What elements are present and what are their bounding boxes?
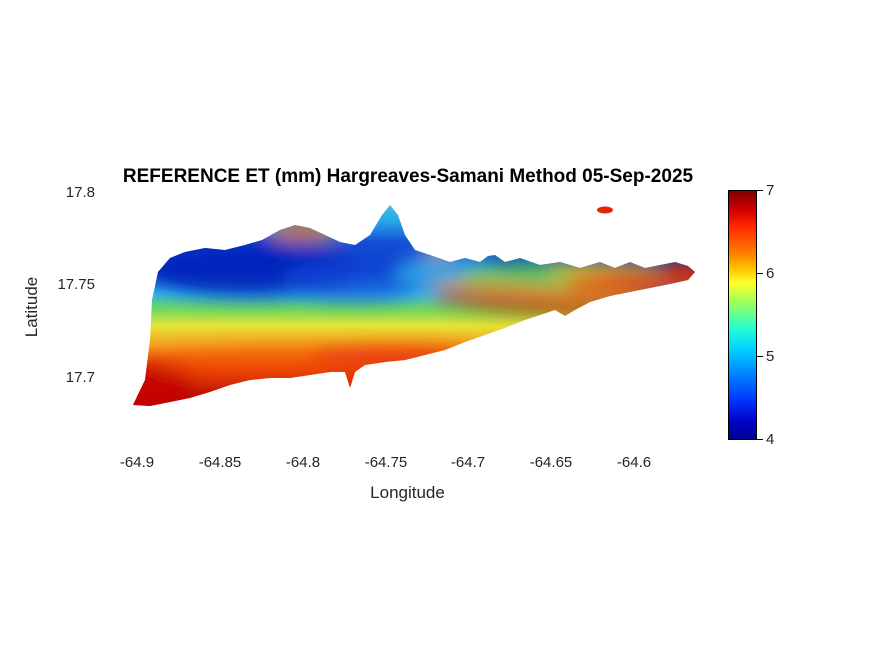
colorbar-tick-label: 7 — [766, 182, 775, 199]
y-tick-label: 17.8 — [65, 184, 95, 201]
y-tick-label: 17.7 — [65, 369, 95, 386]
colorbar-tick-mark — [757, 439, 763, 440]
colorbar-tick-mark — [757, 273, 763, 274]
colorbar-tick-label: 6 — [766, 265, 775, 282]
x-tick-label: -64.75 — [364, 454, 408, 471]
small-island-shape — [597, 206, 613, 214]
colorbar-tick-label: 5 — [766, 348, 775, 365]
et-heatmap-plot — [133, 205, 695, 406]
colorbar-tick-mark — [757, 190, 763, 191]
x-tick-label: -64.7 — [450, 454, 486, 471]
chart-title: REFERENCE ET (mm) Hargreaves-Samani Meth… — [122, 166, 694, 187]
y-tick-label: 17.75 — [57, 276, 95, 293]
y-axis-label: Latitude — [22, 276, 41, 338]
x-tick-label: -64.9 — [119, 454, 155, 471]
colorbar — [728, 190, 757, 440]
x-tick-label: -64.65 — [529, 454, 573, 471]
x-axis-label: Longitude — [370, 483, 445, 502]
colorbar-tick-mark — [757, 356, 763, 357]
x-tick-label: -64.85 — [198, 454, 242, 471]
island-heat-field — [133, 205, 695, 406]
x-tick-label: -64.6 — [616, 454, 652, 471]
colorbar-tick-label: 4 — [766, 431, 775, 448]
x-tick-label: -64.8 — [285, 454, 321, 471]
